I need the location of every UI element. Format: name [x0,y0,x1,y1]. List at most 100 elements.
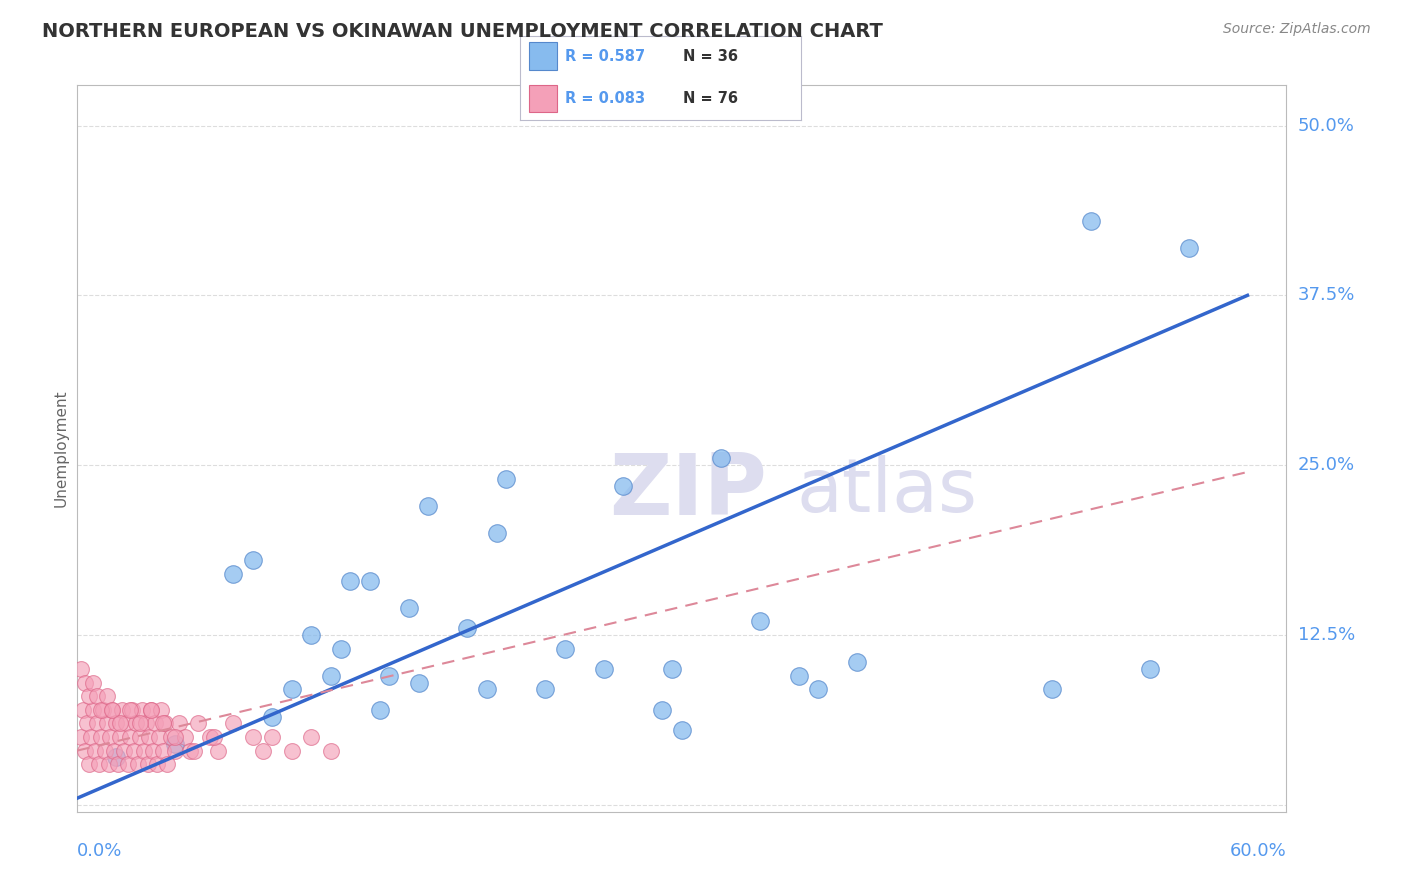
Point [72,703,94,717]
Point [222,566,245,581]
Point [75,743,97,757]
Point [76,716,98,731]
Point [93,743,115,757]
Point [1139,662,1161,676]
Text: R = 0.083: R = 0.083 [565,91,645,106]
Point [125,716,148,731]
Text: Source: ZipAtlas.com: Source: ZipAtlas.com [1223,22,1371,37]
Point [163,743,186,757]
Point [281,743,304,757]
Point [710,451,733,466]
Point [408,675,430,690]
Text: 60.0%: 60.0% [1230,842,1286,860]
Point [475,682,498,697]
Point [152,716,174,731]
Point [100,730,122,744]
Point [846,655,869,669]
Point [651,703,673,717]
Point [163,737,186,751]
Text: 25.0%: 25.0% [1298,456,1355,475]
Point [359,574,381,588]
Point [142,743,165,757]
Text: NORTHERN EUROPEAN VS OKINAWAN UNEMPLOYMENT CORRELATION CHART: NORTHERN EUROPEAN VS OKINAWAN UNEMPLOYME… [42,22,883,41]
Point [1080,213,1102,227]
Point [141,703,163,717]
Point [77,757,100,772]
Point [748,615,770,629]
Point [138,730,160,744]
Point [456,621,478,635]
Point [156,757,179,772]
Point [91,703,114,717]
Point [96,716,118,731]
Point [398,600,420,615]
Text: 50.0%: 50.0% [1298,117,1354,135]
Point [146,757,169,772]
Point [554,641,576,656]
Point [329,641,352,656]
Point [131,703,153,717]
Point [82,703,104,717]
Point [787,669,810,683]
Point [111,703,134,717]
Point [807,682,830,697]
Point [299,730,322,744]
Point [339,574,361,588]
Point [135,716,157,731]
Text: 37.5%: 37.5% [1298,286,1355,304]
Point [70,662,93,676]
Point [105,750,128,764]
Text: atlas: atlas [797,455,977,528]
Point [141,703,163,717]
Point [118,703,141,717]
Point [75,675,97,690]
Point [299,628,322,642]
Point [132,743,155,757]
Point [105,716,128,731]
Point [418,499,440,513]
Point [534,682,557,697]
Point [121,703,143,717]
Point [96,690,118,704]
Point [112,743,135,757]
Point [86,690,108,704]
Point [150,703,173,717]
Point [152,743,174,757]
Point [262,730,284,744]
Point [110,730,132,744]
Point [671,723,693,738]
Point [1042,682,1064,697]
Point [118,730,141,744]
Point [87,757,110,772]
Text: N = 76: N = 76 [683,91,738,106]
Point [153,716,176,731]
Point [173,730,195,744]
Point [90,730,112,744]
Point [495,472,517,486]
Point [117,757,139,772]
Y-axis label: Unemployment: Unemployment [53,390,69,507]
Point [101,703,124,717]
Point [80,730,103,744]
Point [143,716,166,731]
Point [90,703,112,717]
Text: 0.0%: 0.0% [77,842,122,860]
Text: ZIP: ZIP [609,450,768,533]
Point [242,730,264,744]
Point [222,716,245,731]
Point [262,709,284,723]
Point [83,743,105,757]
Point [319,743,342,757]
Point [127,757,149,772]
Text: 12.5%: 12.5% [1298,626,1355,644]
Point [319,669,342,683]
Point [136,757,159,772]
Point [82,675,104,690]
Point [202,730,225,744]
Point [148,730,170,744]
Point [70,730,93,744]
Point [103,743,125,757]
Point [179,743,201,757]
Point [97,757,120,772]
Point [122,743,145,757]
